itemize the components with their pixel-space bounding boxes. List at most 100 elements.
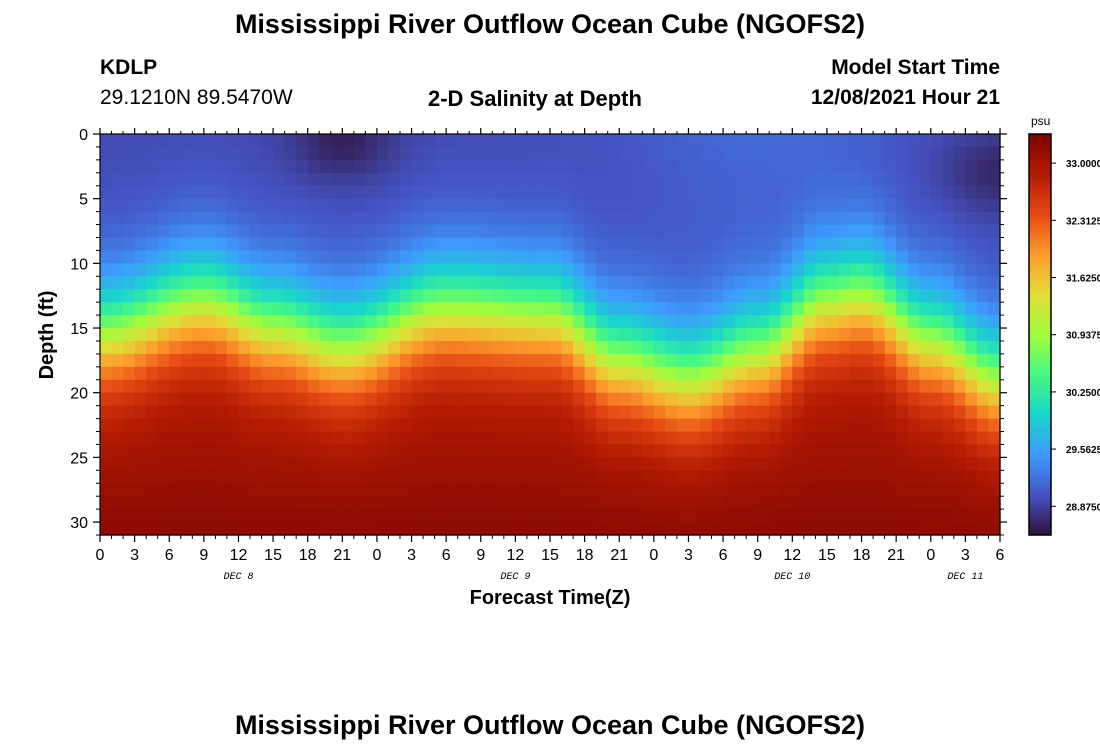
heatmap-cell [873,159,886,174]
heatmap-cell [757,470,770,484]
heatmap-cell [965,302,978,316]
heatmap-cell [526,263,540,277]
heatmap-cell [169,444,182,458]
heatmap-cell [792,224,805,239]
heatmap-cell [284,444,297,458]
heatmap-cell [365,457,378,471]
heatmap-cell [815,496,828,510]
heatmap-cell [988,198,1001,213]
heatmap-cell [861,172,874,187]
heatmap-cell [550,392,563,407]
heatmap-cell [307,302,320,316]
heatmap-cell [261,172,274,187]
heatmap-cell [930,289,943,303]
x-tick-label: 15 [818,547,836,564]
heatmap-cell [573,198,586,213]
heatmap-cell [561,250,574,264]
y-tick-label: 0 [79,127,88,144]
heatmap-cell [284,431,297,446]
heatmap-cell [630,146,643,161]
heatmap-cell [238,483,251,497]
heatmap-cell [907,198,920,213]
heatmap-cell [850,431,863,446]
heatmap-cell [423,250,436,264]
heatmap-cell [550,134,563,148]
heatmap-cell [365,276,378,290]
heatmap-cell [411,159,424,174]
heatmap-cell [826,418,840,433]
heatmap-cell [757,263,770,277]
heatmap-cell [111,289,124,303]
heatmap-cell [215,457,228,471]
heatmap-cell [319,483,332,497]
heatmap-cell [550,457,563,471]
heatmap-cell [561,457,574,471]
heatmap-cell [976,431,990,446]
heatmap-cell [734,185,747,200]
heatmap-cell [538,224,551,239]
x-tick-label: 6 [165,547,174,564]
heatmap-cell [480,379,493,394]
heatmap-cell [607,457,620,471]
heatmap-cell [573,315,586,329]
heatmap-cell [815,224,828,239]
heatmap-cell [953,146,966,161]
heatmap-cell [665,211,678,226]
heatmap-cell [123,405,136,420]
heatmap-cell [665,457,678,471]
heatmap-cell [976,522,990,536]
heatmap-cell [607,276,620,290]
heatmap-cell [676,392,690,407]
heatmap-cell [146,224,159,239]
heatmap-cell [330,328,343,342]
heatmap-cell [988,444,1001,458]
heatmap-cell [907,172,920,187]
heatmap-cell [203,146,216,161]
heatmap-cell [146,276,159,290]
heatmap-cell [446,496,459,510]
heatmap-cell [653,276,666,290]
heatmap-cell [873,405,886,420]
heatmap-cell [365,224,378,239]
heatmap-cell [492,198,505,213]
heatmap-cell [584,340,597,355]
heatmap-cell [861,353,874,368]
heatmap-cell [457,483,470,497]
heatmap-cell [884,444,897,458]
heatmap-cell [330,250,343,264]
heatmap-cell [457,198,470,213]
heatmap-cell [803,405,816,420]
heatmap-cell [573,328,586,342]
heatmap-cell [850,263,863,277]
heatmap-cell [365,431,378,446]
heatmap-cell [226,250,240,264]
heatmap-cell [907,185,920,200]
heatmap-cell [873,302,886,316]
heatmap-cell [930,211,943,226]
heatmap-cell [169,496,182,510]
heatmap-cell [815,276,828,290]
heatmap-cell [607,496,620,510]
heatmap-cell [688,483,701,497]
heatmap-cell [630,483,643,497]
heatmap-cell [942,263,955,277]
heatmap-cell [965,470,978,484]
heatmap-cell [596,444,609,458]
heatmap-cell [215,276,228,290]
heatmap-cell [411,392,424,407]
heatmap-cell [515,392,528,407]
heatmap-cell [400,483,413,497]
heatmap-cell [307,146,320,161]
heatmap-cell [884,276,897,290]
heatmap-cell [365,302,378,316]
heatmap-cell [400,289,413,303]
heatmap-cell [930,522,943,536]
heatmap-cell [353,250,366,264]
heatmap-cell [907,522,920,536]
heatmap-cell [192,211,205,226]
heatmap-cell [353,185,366,200]
heatmap-cell [480,211,493,226]
heatmap-cell [711,276,724,290]
heatmap-cell [757,522,770,536]
heatmap-cell [273,237,286,252]
